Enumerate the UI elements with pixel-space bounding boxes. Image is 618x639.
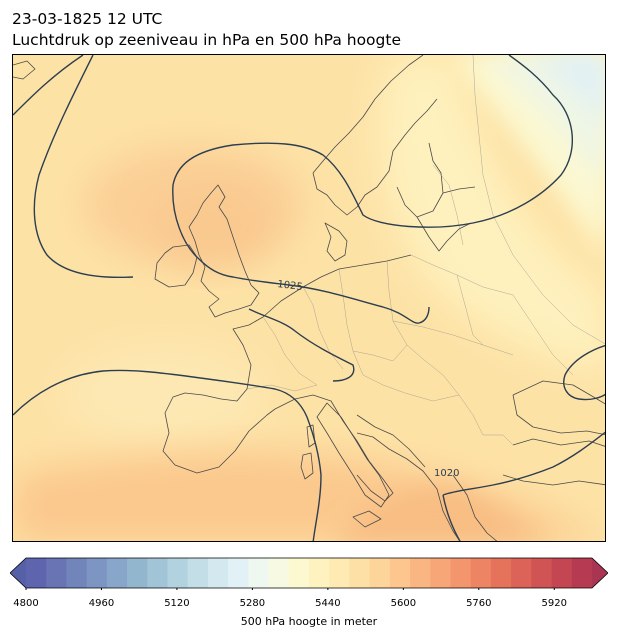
- colorbar-bin: [470, 558, 492, 588]
- colorbar-bin: [410, 558, 431, 588]
- colorbar-bin: [349, 558, 371, 588]
- colorbar-tick-label: 5440: [315, 598, 341, 609]
- colorbar-extend-above: [592, 558, 608, 588]
- colorbar: [10, 556, 608, 590]
- colorbar-bin: [127, 558, 148, 588]
- colorbar-bin: [288, 558, 310, 588]
- coast-denmark: [324, 222, 348, 262]
- coast-adriatic: [356, 414, 426, 468]
- coast-sardinia: [300, 452, 314, 480]
- colorbar-bin: [571, 558, 593, 588]
- coast-mainland-north: [262, 254, 412, 318]
- colorbar-bin: [86, 558, 108, 588]
- coast-baltic-east: [416, 186, 476, 252]
- colorbar-bin: [26, 558, 47, 588]
- colorbar-bin: [187, 558, 209, 588]
- coast-sicily: [352, 510, 382, 528]
- colorbar-bin: [66, 558, 88, 588]
- height-band-north: [13, 55, 605, 375]
- map-date-title: 23-03-1825 12 UTC: [12, 10, 163, 28]
- isobars: [13, 55, 605, 541]
- colorbar-bin: [430, 558, 452, 588]
- colorbar-label: 500 hPa hoogte in meter: [240, 615, 378, 628]
- colorbar-bin: [511, 558, 532, 588]
- colorbar-canvas: [10, 557, 608, 590]
- height-pale-iberia: [63, 345, 263, 445]
- colorbar-bin: [369, 558, 391, 588]
- isobar-west-arc: [33, 55, 134, 279]
- colorbar-bin: [551, 558, 573, 588]
- colorbar-bin: [450, 558, 472, 588]
- coast-italy: [316, 402, 390, 508]
- colorbar-extend-below: [10, 558, 26, 588]
- isobar-central: [248, 308, 355, 382]
- colorbar-tick-label: 5120: [164, 598, 190, 609]
- colorbar-tick-label: 4960: [88, 598, 115, 609]
- colorbar-tick-label: 5920: [541, 598, 567, 609]
- colorbar-bin: [167, 558, 189, 588]
- colorbar-bin: [531, 558, 553, 588]
- height-band-blue: [533, 55, 605, 123]
- colorbar-tick-label: 5280: [239, 598, 266, 609]
- colorbar-tick-label: 5600: [390, 598, 417, 609]
- height-ridge-center: [153, 185, 273, 265]
- isobar-label-1020: 1020: [434, 468, 459, 479]
- coast-scandinavia: [312, 55, 444, 218]
- colorbar-bin: [46, 558, 68, 588]
- weather-map: 1025 1020: [12, 54, 606, 542]
- colorbar-bin: [248, 558, 270, 588]
- colorbar-bin: [106, 558, 128, 588]
- coast-iceland: [13, 60, 36, 80]
- colorbar-bin: [268, 558, 290, 588]
- isobar-1025: [172, 55, 573, 324]
- colorbar-tick-label: 5760: [466, 598, 492, 609]
- isobar-outer: [13, 55, 84, 116]
- colorbar-bin: [389, 558, 411, 588]
- weather-map-canvas: 1025 1020: [13, 55, 605, 541]
- colorbar-bin: [207, 558, 229, 588]
- coast-black-sea: [512, 380, 605, 436]
- coastlines: [13, 55, 605, 541]
- isobar-1020: [13, 369, 605, 541]
- colorbar-bin: [309, 558, 330, 588]
- map-subtitle: Luchtdruk op zeeniveau in hPa en 500 hPa…: [12, 31, 401, 49]
- coast-mediterranean: [274, 394, 461, 541]
- colorbar-bin: [228, 558, 249, 588]
- country-borders: [246, 55, 605, 446]
- height-shading: [13, 55, 605, 541]
- coast-iberia: [162, 392, 276, 474]
- coast-ireland: [154, 244, 198, 288]
- height-high-southeast: [334, 487, 549, 541]
- colorbar-bin: [147, 558, 169, 588]
- colorbar-tick-label: 4800: [13, 598, 39, 609]
- isobar-label-1025: 1025: [277, 279, 304, 293]
- isobar-east: [563, 344, 605, 401]
- isobar-labels: 1025 1020: [277, 279, 460, 479]
- coast-greece: [452, 474, 498, 541]
- coast-great-britain: [188, 184, 260, 318]
- coast-france-west: [220, 316, 264, 402]
- colorbar-bin: [490, 558, 512, 588]
- colorbar-bin: [329, 558, 351, 588]
